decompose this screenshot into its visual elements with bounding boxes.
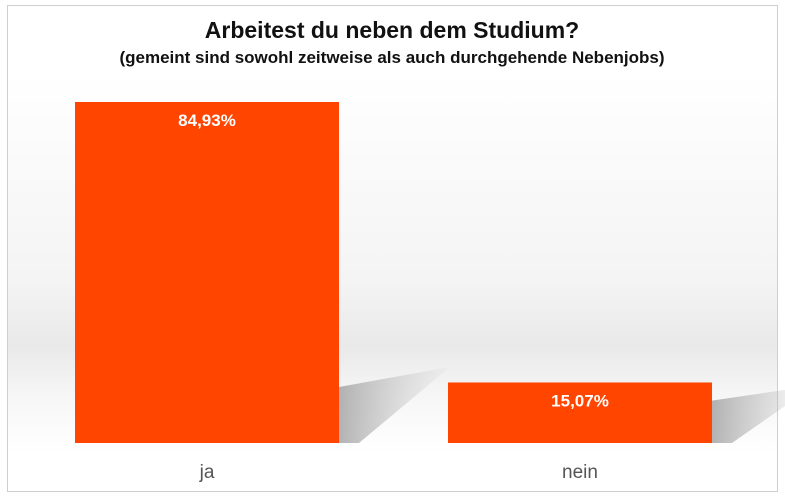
bar-nein — [448, 382, 712, 443]
bars — [75, 102, 712, 443]
chart-title: Arbeitest du neben dem Studium? — [205, 17, 579, 43]
bar-value-labels: 84,93% 15,07% — [178, 111, 609, 410]
bar-ja — [75, 102, 339, 443]
bar-shadows — [339, 367, 785, 443]
chart-subtitle: (gemeint sind sowohl zeitweise als auch … — [119, 48, 664, 67]
category-label-nein: nein — [562, 462, 598, 483]
bar-shadow-ja — [339, 367, 450, 443]
category-labels: ja nein — [199, 462, 598, 483]
category-label-ja: ja — [199, 462, 215, 483]
bar-value-label-ja: 84,93% — [178, 111, 236, 130]
bar-shadow-nein — [712, 389, 785, 443]
bar-value-label-nein: 15,07% — [551, 391, 609, 410]
